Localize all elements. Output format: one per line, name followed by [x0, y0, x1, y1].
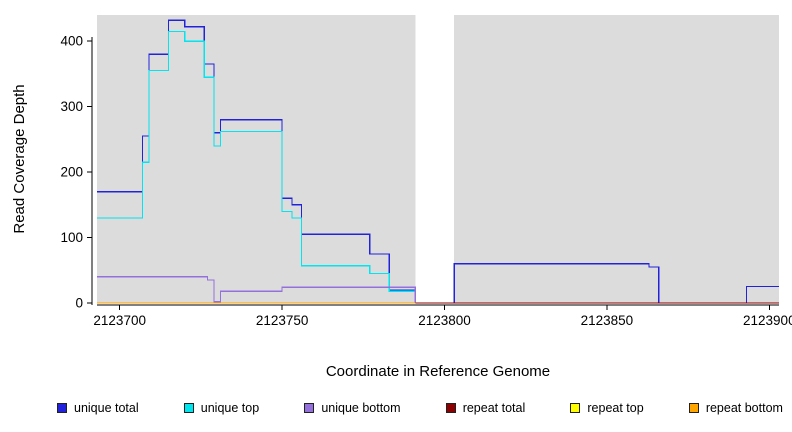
legend-swatch-icon — [304, 403, 315, 413]
legend-item-repeat-total: repeat total — [445, 401, 526, 415]
legend-swatch-icon — [688, 403, 699, 413]
y-axis-tick-label: 300 — [60, 99, 83, 114]
x-axis-tick-label: 2123750 — [256, 313, 309, 328]
y-axis-tick-label: 100 — [60, 230, 83, 245]
legend-item-label: repeat total — [462, 401, 526, 415]
legend-swatch-icon — [57, 403, 67, 413]
chart-legend: unique total unique top unique bottom repea… — [57, 401, 783, 415]
panel-region-2 — [454, 15, 779, 303]
axes: 2123700 2123750 2123800 2123850 2123900 0 100 2… — [60, 34, 792, 328]
x-axis-tick-label: 2123900 — [743, 313, 792, 328]
y-axis-tick-label: 200 — [60, 165, 83, 180]
plot-panel — [97, 15, 779, 303]
x-axis-tick-label: 2123700 — [93, 313, 146, 328]
legend-item-repeat-top: repeat top — [570, 401, 644, 415]
legend-item-unique-bottom: unique bottom — [304, 401, 401, 415]
x-axis-tick-label: 2123800 — [418, 313, 471, 328]
legend-item-label: repeat bottom — [705, 401, 783, 415]
series-line-unique-top — [97, 30, 779, 304]
series-lines — [97, 19, 779, 304]
x-axis-tick-label: 2123850 — [581, 313, 634, 328]
y-axis-tick-label: 400 — [60, 34, 83, 49]
legend-item-label: unique top — [200, 401, 260, 415]
legend-item-label: unique total — [74, 401, 139, 415]
legend-item-unique-top: unique top — [183, 401, 260, 415]
legend-swatch-icon — [445, 403, 456, 413]
legend-item-repeat-bottom: repeat bottom — [688, 401, 783, 415]
legend-item-unique-total: unique total — [57, 401, 139, 415]
coverage-chart: 2123700 2123750 2123800 2123850 2123900 0 100 2… — [11, 15, 792, 380]
legend-swatch-icon — [183, 403, 194, 413]
y-axis-tick-label: 0 — [75, 296, 83, 311]
legend-item-label: unique bottom — [321, 401, 401, 415]
x-axis-title: Coordinate in Reference Genome — [326, 363, 550, 380]
series-line-unique-bottom — [97, 276, 779, 304]
y-axis-title: Read Coverage Depth — [11, 84, 28, 233]
legend-swatch-icon — [570, 403, 581, 413]
panel-region-1 — [97, 15, 416, 303]
series-line-unique-total — [97, 19, 779, 304]
legend-item-label: repeat top — [587, 401, 644, 415]
